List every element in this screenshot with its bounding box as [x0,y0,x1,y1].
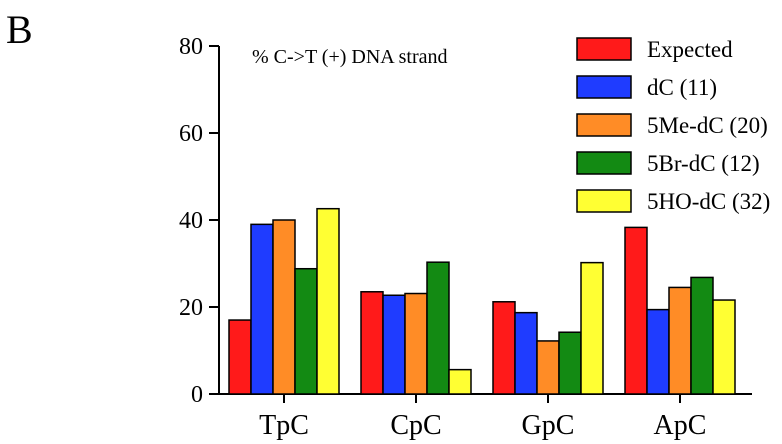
bar [316,207,340,395]
legend-swatch [576,113,632,137]
x-tick-label: CpC [390,410,441,441]
y-tick-label: 60 [179,121,203,147]
bar [536,340,560,395]
bar [624,226,648,395]
bar [712,299,736,395]
bar [250,223,274,395]
bar [360,291,384,395]
legend-swatch [576,151,632,175]
bar [646,308,670,395]
bar [514,311,538,395]
legend-label: 5Me-dC (20) [647,113,768,138]
legend-label: dC (11) [647,75,717,100]
bar [492,301,516,395]
bar [382,294,406,395]
x-tick-label: GpC [522,410,575,441]
bars-group [228,207,736,395]
y-tick-label: 40 [179,208,203,234]
bar [580,261,604,395]
chart-annotation: % C->T (+) DNA strand [252,46,448,68]
legend-swatch [576,37,632,61]
bar [690,276,714,395]
bar [404,292,428,395]
legend-swatch [576,189,632,213]
bar [426,261,450,395]
y-tick-label: 0 [191,382,203,408]
bar [228,319,252,395]
x-tick-label: TpC [259,410,309,441]
panel-label: B [6,7,33,52]
x-tick-label: ApC [654,410,707,441]
bar [294,267,318,395]
y-tick-label: 20 [179,295,203,321]
legend: Expected dC (11) 5Me-dC (20) 5Br-dC (12) 5HO… [576,37,770,214]
legend-label: 5Br-dC (12) [647,151,760,176]
axes: 0 20 40 60 80 TpC CpC GpC ApC [179,34,752,441]
legend-label: Expected [647,37,733,62]
legend-label: 5HO-dC (32) [647,189,770,214]
bar [272,219,296,395]
legend-swatch [576,75,632,99]
bar [668,286,692,395]
bar [558,331,582,395]
y-tick-label: 80 [179,34,203,60]
bar [448,368,472,395]
